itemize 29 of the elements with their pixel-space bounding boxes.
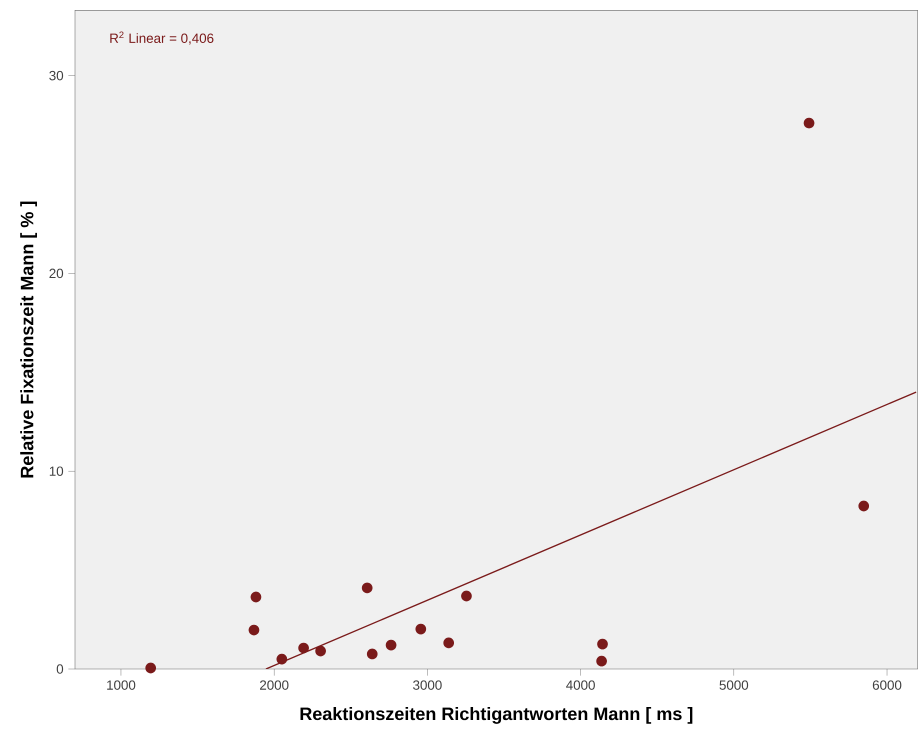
y-tick-label: 0 — [56, 664, 64, 674]
y-tick-label: 10 — [50, 466, 64, 476]
point — [597, 638, 608, 650]
point — [250, 592, 262, 602]
point — [366, 648, 378, 660]
point — [443, 638, 454, 648]
y-tick-label: 20 — [49, 268, 64, 278]
x-tick-label: 5000 — [720, 680, 748, 690]
point — [276, 654, 288, 664]
point — [804, 118, 814, 128]
point — [415, 624, 426, 634]
point — [248, 624, 260, 636]
annotation: R$^{2}$ Linear = 0,406 — [110, 32, 214, 45]
x-tick-label: 3000 — [413, 680, 442, 690]
point — [858, 500, 870, 512]
x-tick-label: 2000 — [260, 680, 288, 690]
point — [596, 656, 607, 666]
y-axis-title: Relative Fixationszeit Mann [ % ] — [20, 202, 37, 478]
y-tick-label: 30 — [49, 70, 64, 80]
x-tick-label: 4000 — [566, 680, 595, 690]
x-tick-label: 6000 — [872, 680, 902, 690]
point — [386, 640, 396, 650]
x-axis-title: Reaktionszeiten Richtigantworten Mann [ ms ] — [300, 706, 692, 724]
point — [298, 642, 309, 654]
point — [461, 590, 472, 602]
x-tick-label: 1000 — [107, 680, 136, 690]
point — [362, 582, 373, 594]
point — [145, 662, 156, 674]
point — [315, 646, 326, 656]
